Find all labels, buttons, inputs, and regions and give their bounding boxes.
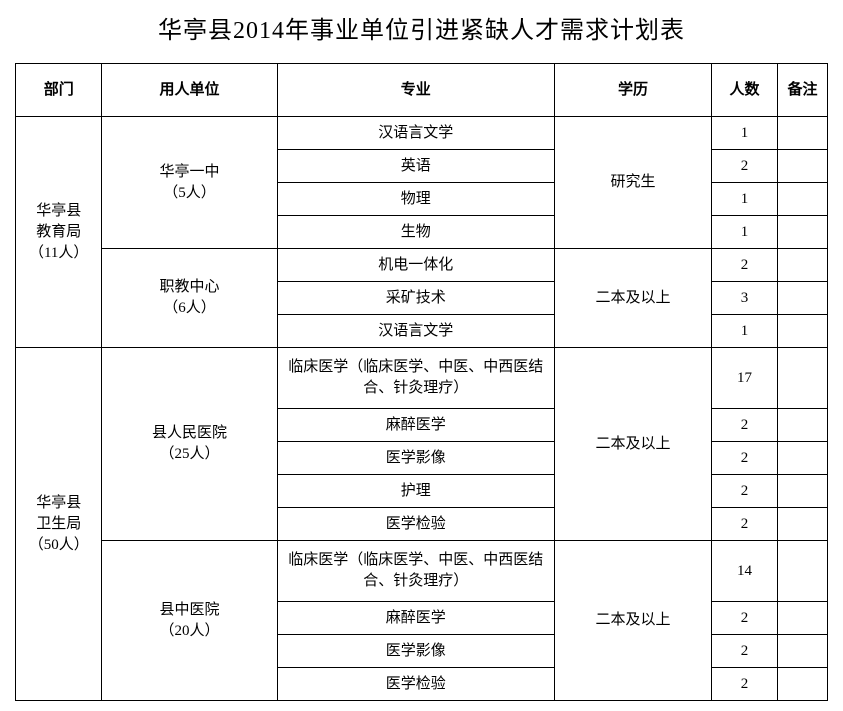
cell-unit: 县人民医院（25人） xyxy=(102,348,277,541)
cell-major: 临床医学（临床医学、中医、中西医结合、针灸理疗） xyxy=(277,348,554,409)
cell-dept: 华亭县教育局（11人） xyxy=(16,117,102,348)
cell-edu: 二本及以上 xyxy=(555,249,712,348)
cell-num: 2 xyxy=(711,475,777,508)
cell-major: 机电一体化 xyxy=(277,249,554,282)
cell-num: 2 xyxy=(711,635,777,668)
cell-unit: 县中医院（20人） xyxy=(102,541,277,701)
cell-edu: 二本及以上 xyxy=(555,541,712,701)
th-dept: 部门 xyxy=(16,64,102,117)
table-row: 华亭县卫生局（50人）县人民医院（25人）临床医学（临床医学、中医、中西医结合、… xyxy=(16,348,828,409)
cell-major: 英语 xyxy=(277,150,554,183)
cell-unit: 职教中心（6人） xyxy=(102,249,277,348)
cell-num: 14 xyxy=(711,541,777,602)
cell-note xyxy=(777,282,827,315)
cell-note xyxy=(777,183,827,216)
cell-num: 2 xyxy=(711,249,777,282)
cell-major: 护理 xyxy=(277,475,554,508)
table-row: 职教中心（6人）机电一体化二本及以上2 xyxy=(16,249,828,282)
cell-major: 麻醉医学 xyxy=(277,409,554,442)
cell-note xyxy=(777,635,827,668)
cell-note xyxy=(777,508,827,541)
cell-major: 医学影像 xyxy=(277,442,554,475)
cell-note xyxy=(777,541,827,602)
cell-note xyxy=(777,602,827,635)
cell-edu: 二本及以上 xyxy=(555,348,712,541)
cell-note xyxy=(777,348,827,409)
table-body: 华亭县教育局（11人）华亭一中（5人）汉语言文学研究生1英语2物理1生物1职教中… xyxy=(16,117,828,701)
cell-note xyxy=(777,668,827,701)
cell-major: 生物 xyxy=(277,216,554,249)
page-title: 华亭县2014年事业单位引进紧缺人才需求计划表 xyxy=(15,10,828,45)
cell-note xyxy=(777,117,827,150)
table-row: 县中医院（20人）临床医学（临床医学、中医、中西医结合、针灸理疗）二本及以上14 xyxy=(16,541,828,602)
cell-major: 采矿技术 xyxy=(277,282,554,315)
cell-num: 2 xyxy=(711,508,777,541)
cell-major: 麻醉医学 xyxy=(277,602,554,635)
cell-num: 1 xyxy=(711,183,777,216)
cell-major: 物理 xyxy=(277,183,554,216)
cell-major: 临床医学（临床医学、中医、中西医结合、针灸理疗） xyxy=(277,541,554,602)
cell-num: 2 xyxy=(711,602,777,635)
th-num: 人数 xyxy=(711,64,777,117)
cell-note xyxy=(777,442,827,475)
cell-edu: 研究生 xyxy=(555,117,712,249)
plan-table: 部门 用人单位 专业 学历 人数 备注 华亭县教育局（11人）华亭一中（5人）汉… xyxy=(15,63,828,701)
cell-major: 医学影像 xyxy=(277,635,554,668)
cell-num: 2 xyxy=(711,409,777,442)
cell-note xyxy=(777,249,827,282)
cell-note xyxy=(777,216,827,249)
cell-major: 汉语言文学 xyxy=(277,117,554,150)
table-row: 华亭县教育局（11人）华亭一中（5人）汉语言文学研究生1 xyxy=(16,117,828,150)
cell-note xyxy=(777,475,827,508)
cell-num: 1 xyxy=(711,216,777,249)
cell-major: 医学检验 xyxy=(277,668,554,701)
cell-major: 医学检验 xyxy=(277,508,554,541)
cell-num: 17 xyxy=(711,348,777,409)
cell-num: 2 xyxy=(711,442,777,475)
cell-num: 2 xyxy=(711,150,777,183)
cell-dept: 华亭县卫生局（50人） xyxy=(16,348,102,701)
cell-note xyxy=(777,150,827,183)
cell-num: 2 xyxy=(711,668,777,701)
cell-major: 汉语言文学 xyxy=(277,315,554,348)
cell-unit: 华亭一中（5人） xyxy=(102,117,277,249)
cell-num: 1 xyxy=(711,315,777,348)
cell-note xyxy=(777,409,827,442)
th-major: 专业 xyxy=(277,64,554,117)
th-note: 备注 xyxy=(777,64,827,117)
cell-num: 3 xyxy=(711,282,777,315)
th-unit: 用人单位 xyxy=(102,64,277,117)
cell-num: 1 xyxy=(711,117,777,150)
th-edu: 学历 xyxy=(555,64,712,117)
table-header-row: 部门 用人单位 专业 学历 人数 备注 xyxy=(16,64,828,117)
cell-note xyxy=(777,315,827,348)
